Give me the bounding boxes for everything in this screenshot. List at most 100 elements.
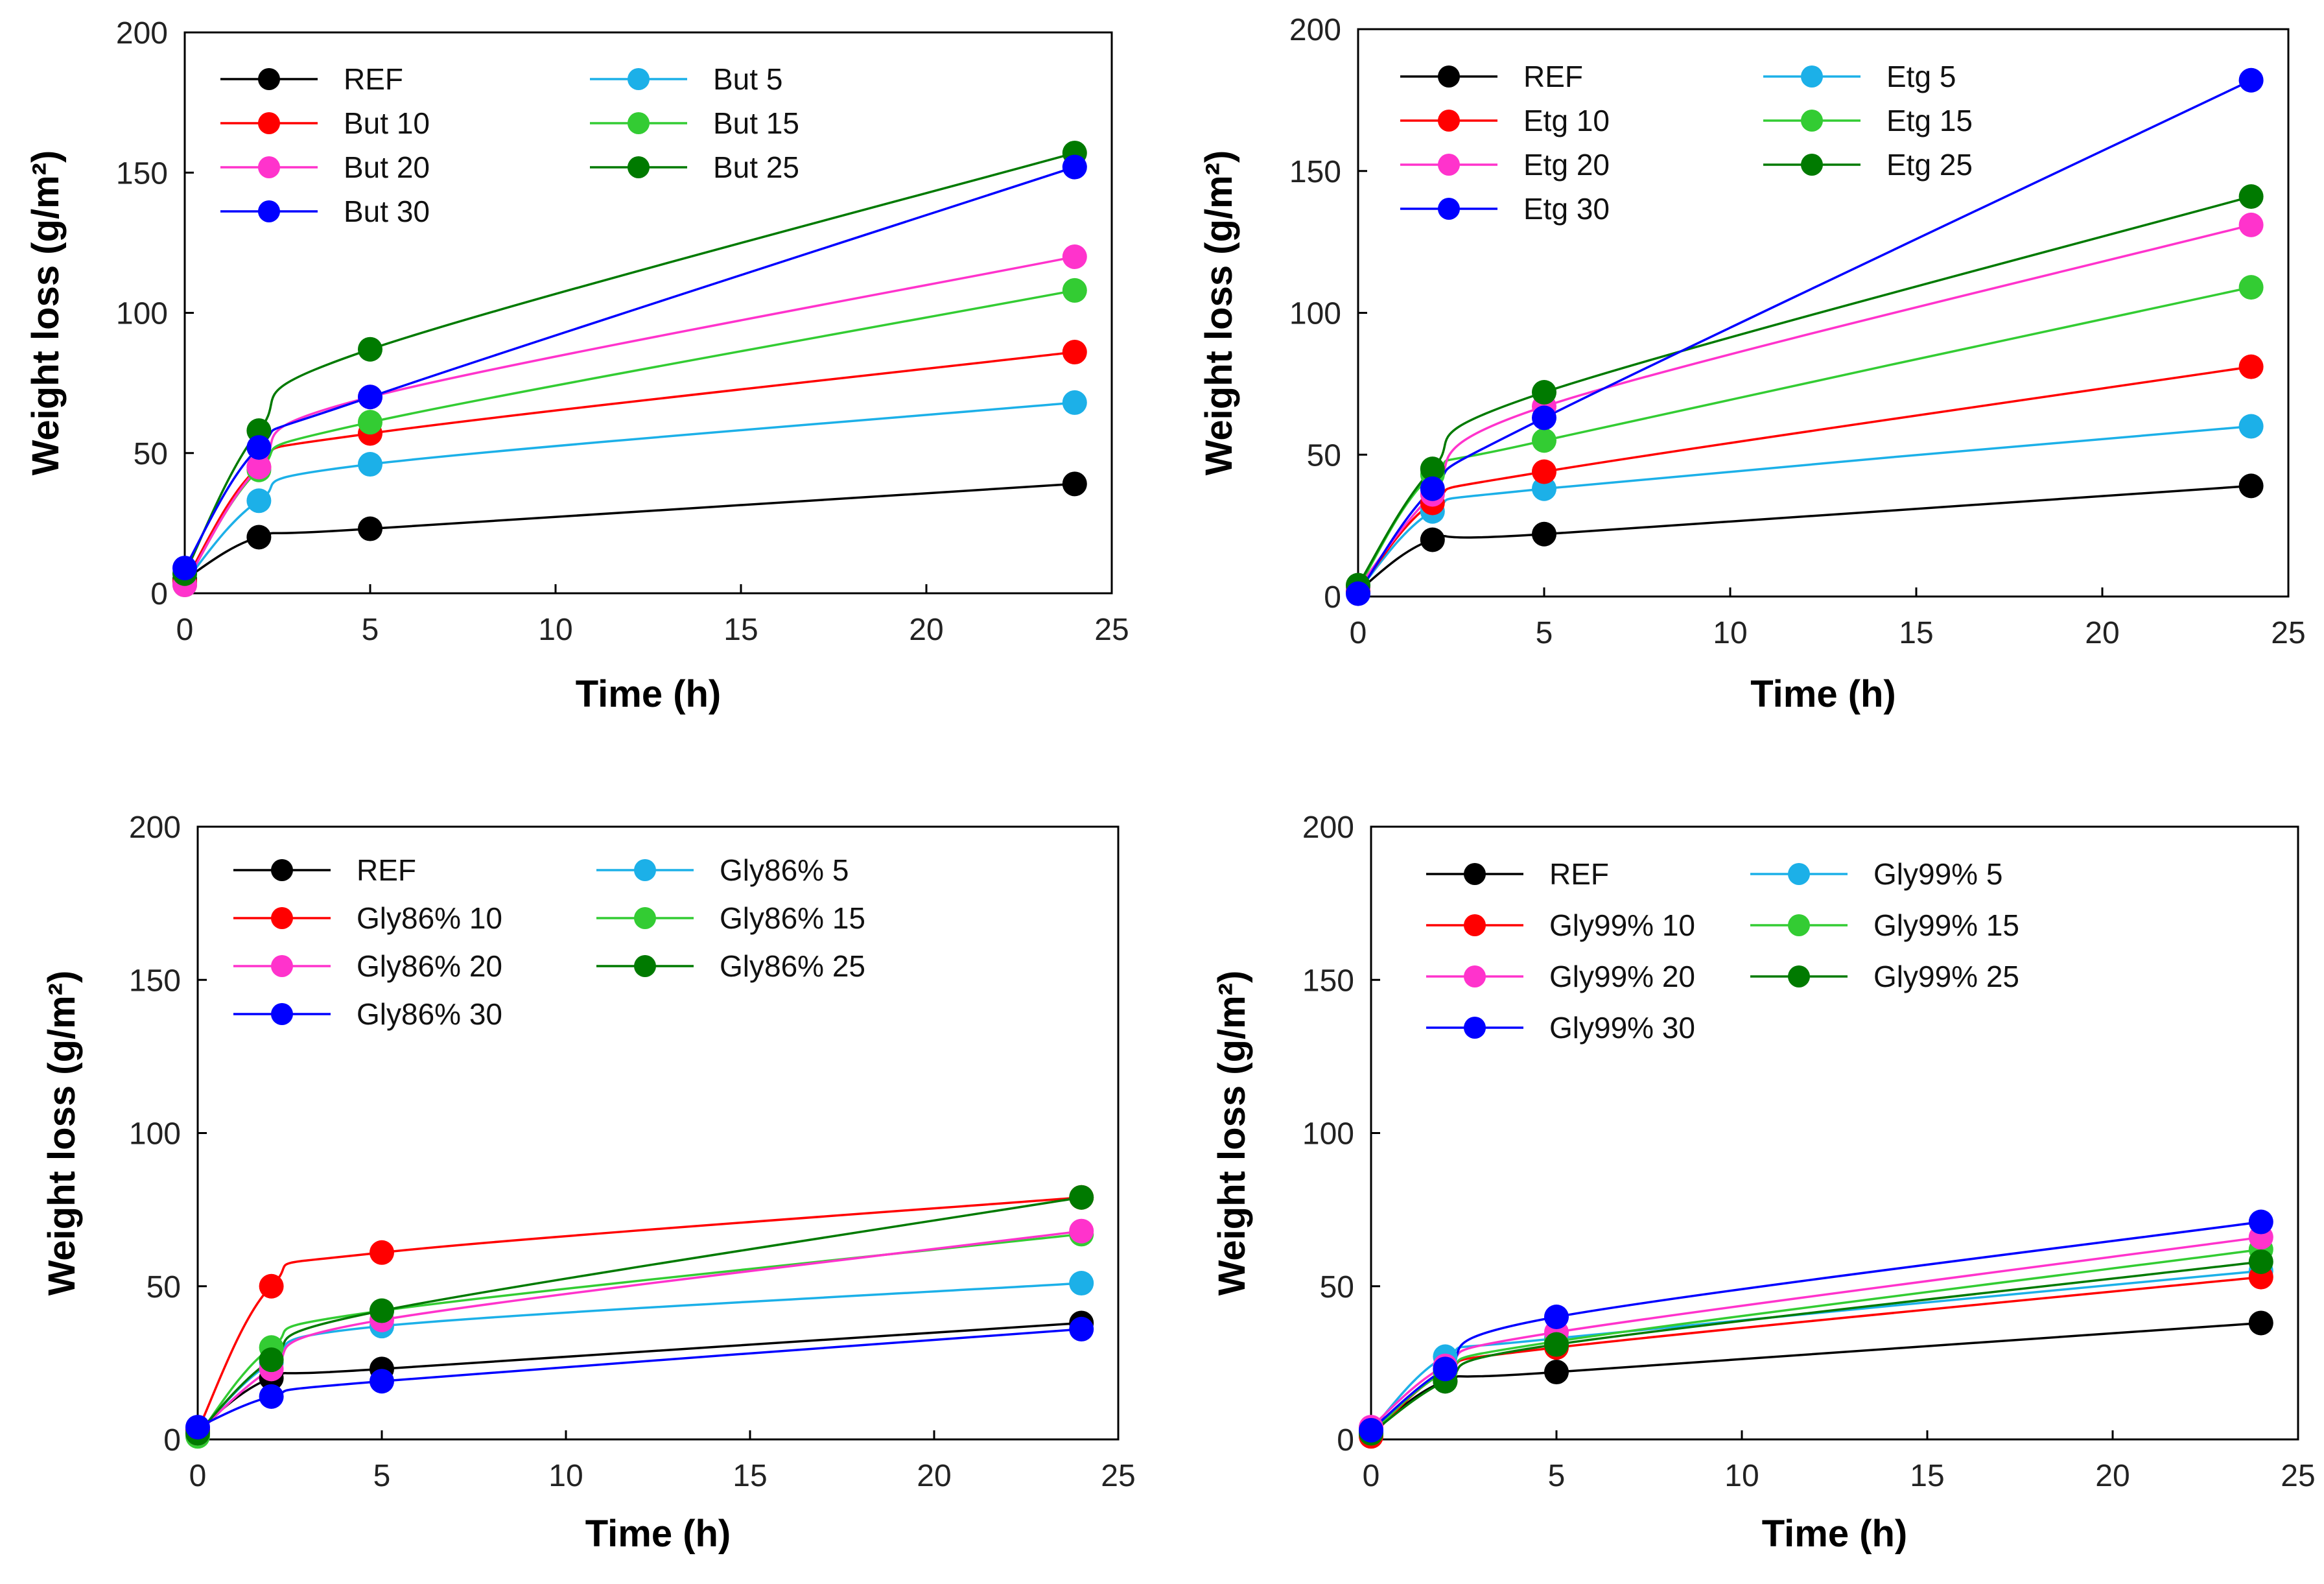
data-point <box>172 556 197 581</box>
legend: REF Gly99% 5 Gly99% 10 Gly99% 15 Gly99% 20 Gl… <box>1426 857 2019 1045</box>
legend: REF Etg 5 Etg 10 Etg 15 Etg 20 Etg 25 Etg 30 <box>1400 60 1973 226</box>
y-tick-label: 0 <box>150 577 168 611</box>
series-line <box>1370 1321 2261 1435</box>
x-tick-label: 15 <box>1910 1459 1944 1493</box>
data-point <box>1420 456 1445 482</box>
series-line <box>183 351 1075 583</box>
y-tick-label: 0 <box>163 1423 181 1458</box>
legend-swatch-marker <box>271 907 293 929</box>
legend-label: Gly99% 25 <box>1873 960 2019 993</box>
legend-label: Etg 30 <box>1523 192 1610 226</box>
y-tick-label: 150 <box>1302 963 1354 998</box>
y-tick-label: 150 <box>129 963 181 998</box>
y-tick-label: 200 <box>1289 13 1341 47</box>
x-tick-label: 5 <box>1536 616 1553 650</box>
legend-swatch-marker <box>628 68 650 90</box>
data-point <box>1359 1417 1383 1443</box>
legend-swatch-marker <box>1438 110 1460 132</box>
legend-label: Etg 25 <box>1886 148 1973 182</box>
data-point <box>259 1273 284 1299</box>
x-tick-label: 10 <box>1724 1459 1759 1493</box>
legend-label: But 10 <box>344 106 430 140</box>
data-point <box>246 525 272 550</box>
legend-swatch-marker <box>258 68 280 90</box>
data-point <box>358 384 382 410</box>
data-point <box>1420 527 1445 552</box>
y-tick-label: 50 <box>1320 1270 1354 1305</box>
data-point <box>1069 1218 1094 1244</box>
series-line <box>1357 195 2252 586</box>
x-tick-label: 25 <box>1094 613 1129 647</box>
chart-panel-1: 0 50 100 150 200 0 5 10 15 20 25 Time (h) Weight los… <box>25 16 1129 715</box>
data-point <box>1544 1332 1569 1357</box>
x-tick-label: 25 <box>2281 1459 2315 1493</box>
y-axis-title: Weight loss (g/m²) <box>25 150 67 476</box>
x-tick-label: 10 <box>1713 616 1747 650</box>
legend-label: Etg 10 <box>1523 104 1610 137</box>
data-point <box>358 516 382 541</box>
legend-swatch-marker <box>634 859 656 881</box>
y-tick-label: 100 <box>1289 297 1341 331</box>
x-axis-title: Time (h) <box>576 673 722 715</box>
x-tick-label: 0 <box>176 613 194 647</box>
data-point <box>1532 476 1556 501</box>
data-point <box>1433 1356 1458 1382</box>
legend-label: Gly99% 10 <box>1549 908 1695 942</box>
legend-swatch-marker <box>1788 965 1810 987</box>
legend-swatch-marker <box>271 859 293 881</box>
series-line <box>183 255 1075 585</box>
legend-swatch-marker <box>634 955 656 977</box>
legend-label: But 30 <box>344 195 430 228</box>
x-axis-title: Time (h) <box>585 1513 731 1555</box>
x-tick-label: 0 <box>1363 1459 1380 1493</box>
legend-label: But 25 <box>713 150 799 184</box>
data-point <box>1346 581 1370 606</box>
legend: REF Gly86% 5 Gly86% 10 Gly86% 15 Gly86% 20 Gl… <box>233 853 865 1031</box>
y-tick-label: 200 <box>129 810 181 845</box>
legend-label: Gly86% 10 <box>357 901 502 935</box>
data-point <box>2238 354 2264 379</box>
y-tick-label: 50 <box>1307 438 1341 473</box>
y-tick-label: 150 <box>1289 155 1341 189</box>
y-tick-label: 200 <box>116 16 168 51</box>
data-point <box>358 337 382 362</box>
series-line <box>1357 365 2251 592</box>
y-tick-label: 100 <box>116 297 168 331</box>
legend-swatch-marker <box>1438 65 1460 88</box>
legend-label: Etg 15 <box>1886 104 1973 137</box>
x-tick-label: 10 <box>538 613 572 647</box>
y-tick-label: 50 <box>147 1270 181 1305</box>
data-point <box>1062 278 1087 303</box>
data-point <box>2248 1310 2273 1336</box>
legend-swatch-marker <box>1788 914 1810 936</box>
x-tick-label: 20 <box>917 1459 951 1493</box>
data-point <box>1544 1360 1569 1385</box>
data-point <box>2238 184 2264 209</box>
legend-label: But 5 <box>713 62 782 96</box>
data-point <box>1420 476 1445 501</box>
legend-label: But 15 <box>713 106 799 140</box>
legend-swatch-marker <box>1464 914 1486 936</box>
data-point <box>1544 1305 1569 1329</box>
legend-label: REF <box>344 62 403 96</box>
x-tick-label: 25 <box>2271 616 2305 650</box>
data-point <box>2248 1209 2273 1235</box>
data-point <box>1062 154 1087 180</box>
legend-swatch-marker <box>1464 965 1486 987</box>
x-tick-label: 0 <box>189 1459 207 1493</box>
data-point <box>2238 67 2264 93</box>
legend: REF But 5 But 10 But 15 But 20 But 25 But 30 <box>220 62 799 228</box>
legend-swatch-marker <box>1464 1017 1486 1039</box>
data-point <box>370 1298 394 1323</box>
legend-swatch-marker <box>1801 154 1823 176</box>
legend-swatch-marker <box>258 156 280 178</box>
legend-label: Gly99% 15 <box>1873 908 2019 942</box>
legend-label: REF <box>357 853 416 887</box>
legend-swatch-marker <box>1801 65 1823 88</box>
data-point <box>1062 471 1087 497</box>
data-point <box>370 1240 394 1265</box>
legend-swatch-marker <box>1438 154 1460 176</box>
series-line <box>196 1196 1082 1434</box>
y-axis-title: Weight loss (g/m²) <box>1198 150 1240 476</box>
data-point <box>1532 428 1556 453</box>
